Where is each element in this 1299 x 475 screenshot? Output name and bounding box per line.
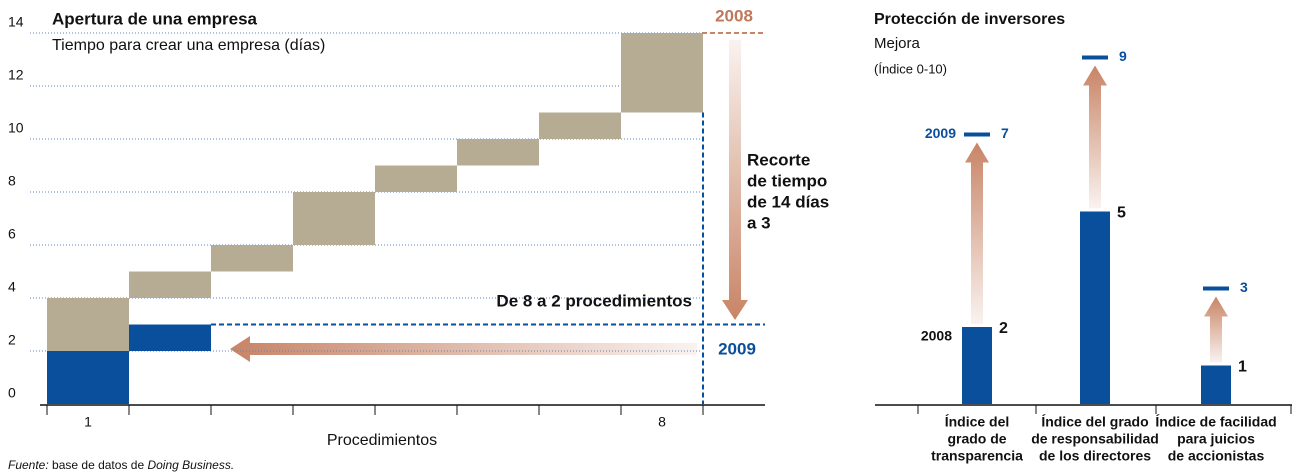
- step-bar: [293, 192, 375, 245]
- x-tick-label: 1: [84, 414, 92, 430]
- step-bar: [375, 165, 457, 192]
- step-bar: [47, 351, 129, 404]
- y-tick-label: 10: [8, 120, 24, 136]
- chart-title: Apertura de una empresa: [52, 9, 258, 28]
- legend-label: 2008: [921, 328, 952, 344]
- y-tick-label: 8: [8, 173, 16, 189]
- step-bar: [457, 139, 539, 166]
- data-label: 3: [1240, 279, 1248, 295]
- x-tick-label: grado de: [947, 431, 1006, 447]
- data-label: 9: [1119, 48, 1127, 64]
- x-tick-label: Índice de facilidad: [1155, 414, 1276, 430]
- step-bar: [129, 271, 211, 298]
- chart-subtitle: Tiempo para crear una empresa (días): [52, 37, 325, 54]
- data-label: 7: [1001, 125, 1009, 141]
- bar: [1080, 211, 1110, 404]
- y-tick-label: 4: [8, 279, 16, 295]
- x-tick-label: transparencia: [931, 448, 1023, 464]
- arrow: [1083, 65, 1107, 209]
- x-tick-label: Índice del grado: [1041, 414, 1148, 430]
- source-italic: Doing Business.: [147, 458, 234, 472]
- y-tick-label: 2: [8, 332, 16, 348]
- bar: [1201, 365, 1231, 404]
- step-bar: [129, 324, 211, 351]
- source: Fuente: base de datos de Doing Business.: [8, 458, 234, 472]
- y-tick-label: 0: [8, 385, 16, 401]
- step-bar: [621, 33, 703, 113]
- step-bar: [211, 245, 293, 272]
- x-tick-label: de accionistas: [1168, 448, 1265, 464]
- y-tick-label: 6: [8, 226, 16, 242]
- x-tick-label: para juicios: [1177, 431, 1255, 447]
- arrow: [1204, 296, 1228, 363]
- source-text: base de datos de: [52, 458, 144, 472]
- x-tick-label: 8: [658, 414, 666, 430]
- annotation: de 14 días: [747, 192, 829, 211]
- x-axis-label: Procedimientos: [327, 432, 437, 449]
- chart-note: (Índice 0-10): [874, 61, 947, 76]
- legend-label: 2009: [718, 339, 756, 358]
- source-label: Fuente:: [8, 458, 49, 472]
- arrow: [722, 40, 748, 320]
- data-label: 2: [999, 320, 1008, 337]
- data-label: 1: [1238, 359, 1247, 376]
- data-label: 5: [1117, 205, 1126, 222]
- annotation: de tiempo: [747, 171, 827, 190]
- arrow: [230, 336, 697, 362]
- chart-title: Protección de inversores: [874, 11, 1065, 28]
- legend-label: 2009: [925, 125, 956, 141]
- chart-subtitle: Mejora: [874, 35, 921, 52]
- y-tick-label: 14: [8, 14, 24, 30]
- x-tick-label: de los directores: [1039, 448, 1151, 464]
- legend-label: 2008: [715, 6, 753, 25]
- annotation: a 3: [747, 213, 771, 232]
- annotation: De 8 a 2 procedimientos: [496, 291, 692, 310]
- step-bar: [539, 112, 621, 139]
- x-tick-label: de responsabilidad: [1031, 431, 1159, 447]
- arrow: [965, 142, 989, 324]
- annotation: Recorte: [747, 150, 810, 169]
- bar: [962, 327, 992, 404]
- y-tick-label: 12: [8, 67, 24, 83]
- x-tick-label: Índice del: [945, 414, 1010, 430]
